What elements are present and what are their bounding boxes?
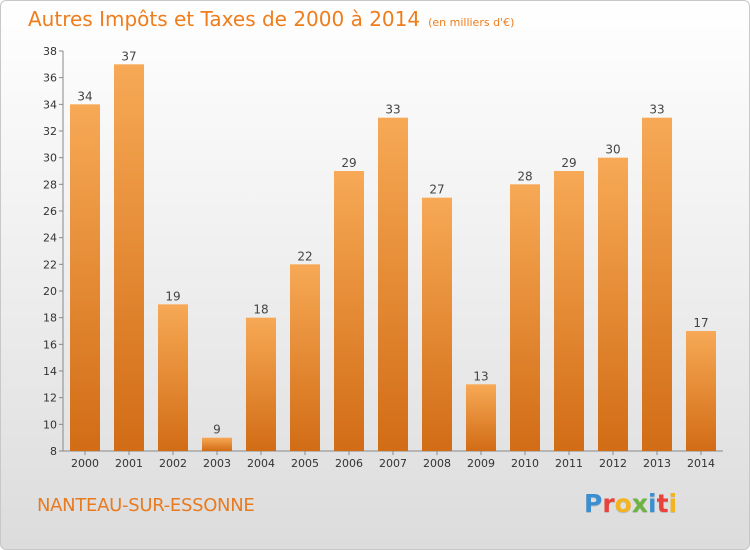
x-tick-label: 2004 [247, 457, 275, 470]
x-tick-label: 2009 [467, 457, 495, 470]
logo-letter: i [668, 489, 678, 518]
bar [290, 264, 320, 451]
data-label: 29 [341, 156, 356, 170]
chart-title: Autres Impôts et Taxes de 2000 à 2014 [28, 7, 421, 31]
chart-subtitle: (en milliers d'€) [428, 16, 515, 29]
x-tick-label: 2000 [71, 457, 99, 470]
data-label: 19 [165, 289, 180, 303]
x-tick-label: 2002 [159, 457, 187, 470]
x-tick-label: 2005 [291, 457, 319, 470]
bar [554, 171, 584, 451]
y-tick-label: 12 [43, 392, 57, 405]
data-label: 33 [649, 103, 664, 117]
chart-bars [70, 64, 716, 452]
y-tick-label: 26 [43, 205, 57, 218]
data-label: 28 [517, 169, 532, 183]
y-tick-label: 16 [43, 338, 57, 351]
bar [202, 437, 232, 451]
y-tick-label: 30 [43, 152, 57, 165]
y-tick-label: 20 [43, 285, 57, 298]
x-tick-label: 2013 [643, 457, 671, 470]
y-tick-label: 22 [43, 258, 57, 271]
bar [686, 331, 716, 451]
data-label: 29 [561, 156, 576, 170]
data-label: 9 [213, 423, 221, 437]
x-tick-label: 2010 [511, 457, 539, 470]
y-tick-label: 10 [43, 418, 57, 431]
data-label: 30 [605, 143, 620, 157]
bar [466, 384, 496, 451]
x-tick-label: 2012 [599, 457, 627, 470]
bar [158, 304, 188, 451]
chart-title-group: Autres Impôts et Taxes de 2000 à 2014 (en… [28, 7, 514, 31]
bar [246, 317, 276, 451]
logo-letter: r [602, 489, 615, 518]
y-tick-label: 14 [43, 365, 57, 378]
x-tick-label: 2011 [555, 457, 583, 470]
data-label: 18 [253, 303, 268, 317]
bar [510, 184, 540, 452]
chart-data-labels: 34 37 19 9 18 22 29 33 27 13 28 29 30 33 17 [77, 49, 708, 436]
logo-letter: x [631, 489, 648, 518]
x-tick-label: 2014 [687, 457, 715, 470]
bar [70, 104, 100, 451]
y-tick-label: 24 [43, 232, 57, 245]
y-tick-label: 36 [43, 72, 57, 85]
commune-name: NANTEAU-SUR-ESSONNE [37, 495, 255, 516]
data-label: 37 [121, 49, 136, 63]
y-tick-label: 38 [43, 45, 57, 58]
x-tick-label: 2007 [379, 457, 407, 470]
bar [642, 117, 672, 452]
bar [598, 157, 628, 451]
data-label: 17 [693, 316, 708, 330]
x-tick-label: 2001 [115, 457, 143, 470]
proxiti-logo[interactable]: Proxiti [584, 489, 677, 518]
x-tick-label: 2003 [203, 457, 231, 470]
bar [114, 64, 144, 452]
logo-letter: t [656, 489, 669, 518]
x-tick-label: 2006 [335, 457, 363, 470]
bar [378, 117, 408, 452]
bar [422, 197, 452, 451]
logo-letter: o [614, 489, 632, 518]
data-label: 13 [473, 369, 488, 383]
y-tick-label: 34 [43, 98, 57, 111]
chart-axes: 8 10 12 14 16 18 20 22 24 26 28 30 32 34 36 38 2000 2001 2… [43, 45, 723, 470]
data-label: 22 [297, 249, 312, 263]
y-tick-label: 18 [43, 312, 57, 325]
x-tick-label: 2008 [423, 457, 451, 470]
bar [334, 171, 364, 451]
logo-letter: P [584, 489, 603, 518]
data-label: 27 [429, 183, 444, 197]
data-label: 34 [77, 89, 92, 103]
y-tick-label: 28 [43, 178, 57, 191]
data-label: 33 [385, 103, 400, 117]
logo-letter: i [648, 489, 657, 518]
y-tick-label: 32 [43, 125, 57, 138]
y-tick-label: 8 [50, 445, 57, 458]
